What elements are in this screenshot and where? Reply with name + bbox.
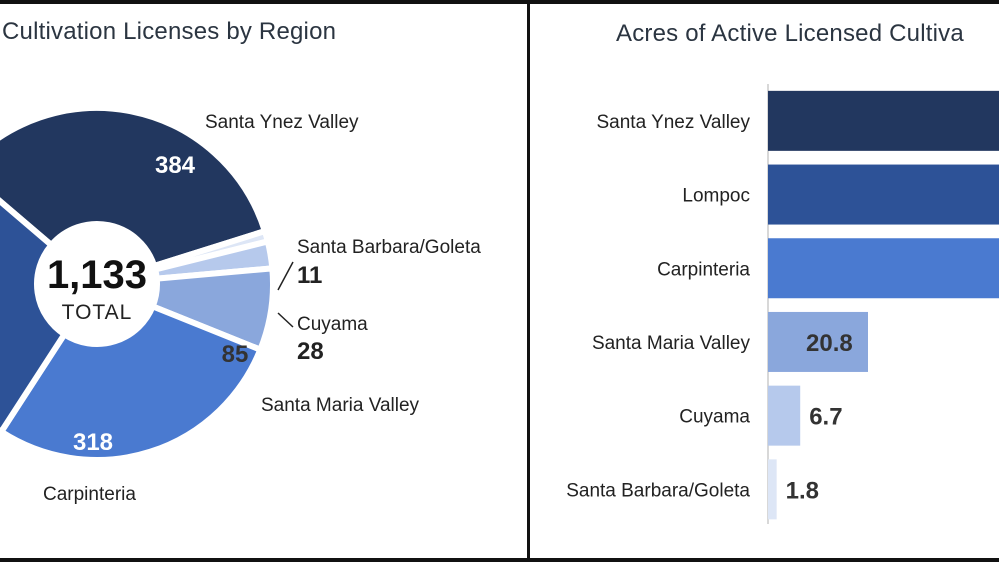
label-santa-ynez-valley: Santa Ynez Valley	[205, 112, 359, 133]
bar-value-santa-maria-valley: 20.8	[806, 330, 853, 357]
slice-value-santa-maria-valley: 85	[222, 341, 249, 368]
donut-slice-carpinteria	[0, 302, 265, 463]
bar-category-cuyama: Cuyama	[679, 407, 750, 428]
leader-line-santa-barbara-goleta	[277, 261, 294, 291]
bar-category-lompoc: Lompoc	[682, 186, 750, 207]
label-santa-barbara-goleta: Santa Barbara/Goleta	[297, 237, 481, 258]
slice-value-santa-ynez-valley: 384	[155, 152, 196, 179]
bar-carpinteria	[768, 238, 999, 299]
bar-santa-ynez-valley	[768, 90, 999, 151]
bar-santa-maria-valley	[768, 311, 868, 372]
bar-santa-barbara-goleta	[768, 459, 777, 520]
bar-category-santa-barbara-goleta: Santa Barbara/Goleta	[566, 480, 750, 501]
frame-top-border	[0, 0, 999, 4]
donut-chart-title: Cultivation Licenses by Region	[2, 18, 337, 45]
bar-lompoc	[768, 164, 999, 225]
donut-total-value: 1,133	[47, 253, 147, 297]
bar-chart-title: Acres of Active Licensed Cultiva	[616, 20, 964, 47]
value-santa-barbara-goleta: 11	[297, 262, 322, 289]
bar-category-carpinteria: Carpinteria	[657, 259, 750, 280]
bar-cuyama	[768, 385, 801, 446]
bar-category-santa-maria-valley: Santa Maria Valley	[592, 333, 751, 354]
frame-bottom-border	[0, 558, 999, 562]
donut-slice-santa-ynez-valley	[0, 105, 269, 270]
label-santa-maria-valley: Santa Maria Valley	[261, 395, 420, 416]
panel-divider	[527, 0, 530, 562]
donut-total-caption: TOTAL	[62, 301, 133, 324]
donut-slice-unlabeled	[0, 197, 69, 436]
label-cuyama: Cuyama	[297, 314, 368, 335]
bar-category-santa-ynez-valley: Santa Ynez Valley	[596, 112, 750, 133]
bar-value-santa-barbara-goleta: 1.8	[786, 477, 819, 504]
slice-value-carpinteria: 318	[73, 429, 113, 456]
bar-value-cuyama: 6.7	[809, 404, 842, 431]
label-carpinteria: Carpinteria	[43, 484, 136, 505]
leader-line-cuyama	[277, 312, 294, 328]
value-cuyama: 28	[297, 338, 324, 365]
